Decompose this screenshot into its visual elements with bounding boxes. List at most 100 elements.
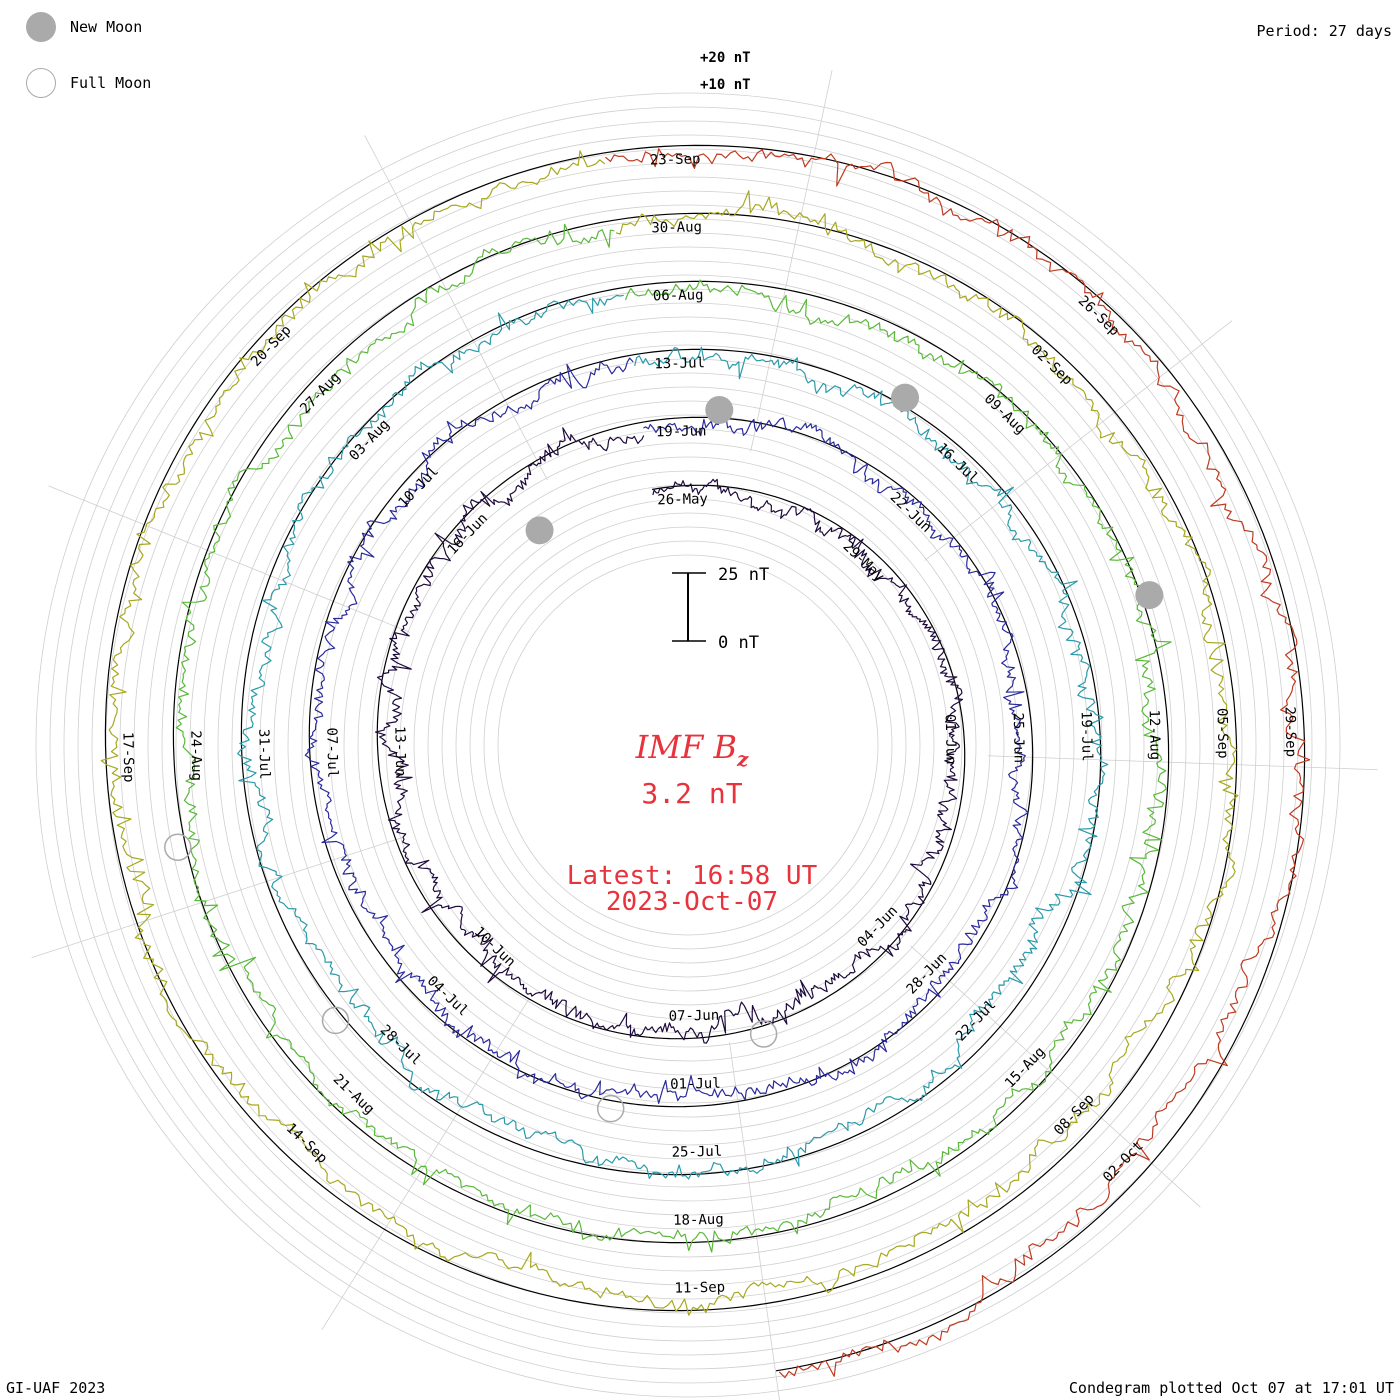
date-label: 05-Sep [1214,708,1231,759]
new-moon-marker [525,516,554,545]
grid-circle [441,498,935,992]
grid-circle [287,344,1089,1146]
grid-circle [49,106,1327,1384]
date-label: 22-Jul [953,997,1000,1045]
date-label: 12-Aug [1146,709,1163,760]
scale-bar-bottom-label: 0 nT [718,633,759,653]
grid-circle [329,386,1047,1104]
grid-spoke [750,70,833,452]
new-moon-marker [1135,581,1164,610]
baselines [104,144,1306,1372]
date-label: 19-Jun [656,423,707,440]
grid-circle [273,330,1103,1160]
credit-label: GI-UAF 2023 [6,1379,106,1397]
date-label: 13-Jun [391,726,408,777]
scale-label-10: +10 nT [700,77,751,93]
grid-circle [413,470,963,1020]
grid-circle [77,134,1299,1356]
grid-circle [259,316,1117,1174]
date-label: 25-Jul [671,1144,722,1161]
grid-circle [63,120,1313,1370]
series-line-cycle-6 [605,148,1311,1379]
legend-new-moon: New Moon [26,12,142,42]
full-moon-marker [164,833,192,862]
new-moon-marker [705,395,734,424]
grid-circle [203,260,1173,1230]
full-moon-marker [749,1020,778,1048]
full-moon-marker [321,1006,350,1035]
grid-circle [483,540,893,950]
grid-spoke [48,485,411,633]
date-label: 01-Jul [670,1076,721,1093]
date-label: 29-May [840,538,888,585]
series-lines [100,148,1311,1379]
new-moon-marker [891,383,920,412]
grid-circle [497,554,879,936]
date-label: 20-Sep [248,322,295,370]
full-moon-marker [596,1094,625,1123]
date-label: 07-Jun [668,1008,719,1025]
current-value: 3.2 nT [641,777,742,810]
grid-spoke [321,999,530,1331]
date-label: 02-Oct [1100,1138,1147,1186]
grid-circle [161,218,1215,1272]
date-label: 23-Sep [650,151,701,168]
grid-circle [231,288,1145,1202]
full-moon-label: Full Moon [70,74,152,92]
date-label: 11-Sep [674,1280,725,1297]
series-line-cycle-1 [374,427,963,1044]
grid-spoke [729,1042,780,1400]
date-label: 28-Jun [904,950,951,998]
scale-label-20: +20 nT [700,50,751,66]
grid-circle [301,358,1075,1132]
date-label: 31-Jul [255,729,272,780]
new-moon-icon [26,12,56,42]
grid-circle [399,456,977,1034]
grid-spoke [924,320,1233,561]
date-label: 27-Aug [297,369,344,417]
grid-spoke [987,755,1378,771]
moon-markers [164,383,1164,1123]
date-label: 08-Sep [1051,1091,1098,1139]
date-labels: 26-May29-May01-Jun04-Jun07-Jun10-Jun13-J… [119,151,1298,1296]
date-label: 16-Jul [934,440,982,487]
date-label: 17-Sep [119,732,136,783]
parameter-name: IMF Bz [635,728,749,771]
grid-circle [455,512,921,978]
date-label: 16-Jun [445,510,492,558]
series-line-cycle-4 [175,223,1172,1253]
plotted-label: Condegram plotted Oct 07 at 17:01 UT [1068,1379,1394,1397]
date-label: 10-Jul [395,463,442,511]
new-moon-label: New Moon [70,18,143,36]
grid-circle [217,274,1159,1216]
legend-full-moon: Full Moon [26,68,151,98]
date-label: 18-Aug [673,1212,724,1229]
zero-baseline [104,144,1306,1372]
grid-circle [175,232,1201,1258]
grid-circle [35,92,1341,1398]
scale-bar: 25 nT 0 nT [672,565,769,653]
series-line-cycle-3 [237,294,1109,1180]
full-moon-icon [26,68,56,98]
date-label: 19-Jul [1078,711,1095,762]
grid-spoke [910,945,1201,1208]
date-label: 22-Jun [887,489,935,536]
latest-date: 2023-Oct-07 [606,887,778,917]
grid-spoke [31,837,403,958]
series-line-cycle-5 [100,150,1239,1316]
grid-circle [133,190,1243,1300]
date-label: 02-Sep [1028,342,1076,389]
date-label: 01-Jun [942,714,959,765]
grid-circle [371,428,1005,1062]
grid-circle [315,372,1061,1118]
grid [31,70,1378,1400]
date-label: 04-Jul [424,973,472,1020]
grid-circle [245,302,1131,1188]
latest-time: Latest: 16:58 UT [567,861,818,891]
date-label: 26-May [657,491,708,508]
date-label: 06-Aug [653,287,704,304]
grid-spoke [364,135,548,481]
date-label: 24-Aug [187,730,204,781]
grid-circle [385,442,991,1048]
